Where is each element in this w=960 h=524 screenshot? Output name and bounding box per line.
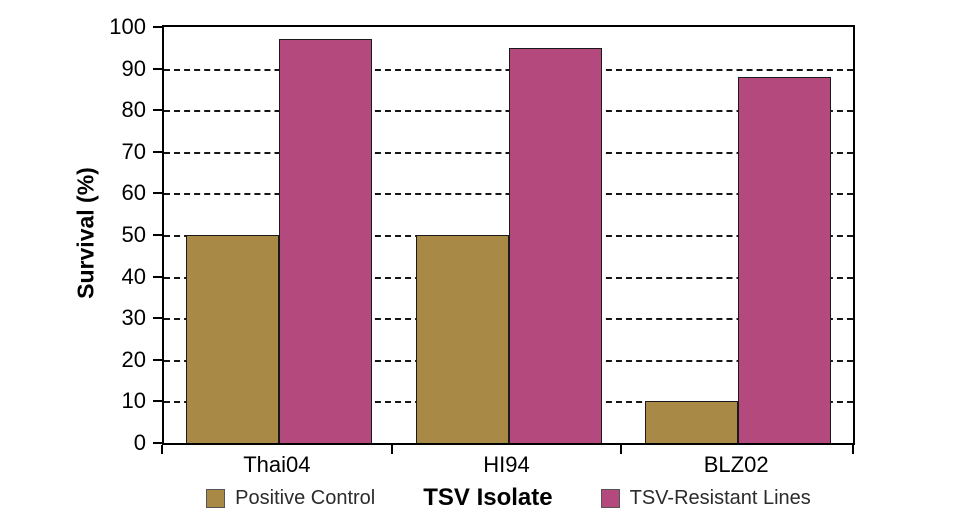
x-tick-mark-3	[852, 445, 854, 454]
y-tick-mark-90	[153, 67, 162, 70]
bar-Thai04-tsv-resistant	[278, 39, 372, 443]
y-tick-mark-80	[153, 109, 162, 112]
legend-label-tsv-resistant: TSV-Resistant Lines	[629, 486, 811, 509]
plot-area	[162, 25, 855, 445]
legend-item-positive-control: Positive Control	[206, 487, 375, 510]
x-category-label-Thai04: Thai04	[243, 452, 311, 477]
y-tick-label-30: 30	[121, 305, 146, 331]
x-category-label-BLZ02: BLZ02	[703, 452, 769, 477]
bar-Thai04-positive-control	[185, 235, 279, 443]
bar-HI94-positive-control	[415, 235, 509, 443]
y-tick-mark-60	[153, 192, 162, 195]
y-tick-label-50: 50	[121, 222, 146, 247]
y-tick-label-20: 20	[121, 346, 146, 372]
y-tick-mark-40	[153, 275, 162, 278]
y-tick-label-0: 0	[133, 430, 146, 455]
x-tick-mark-2	[620, 445, 623, 454]
y-tick-mark-0	[153, 442, 162, 444]
y-tick-mark-100	[153, 26, 162, 28]
y-tick-mark-70	[153, 150, 162, 153]
y-tick-mark-30	[153, 317, 162, 320]
y-tick-label-100: 100	[109, 14, 146, 39]
legend-swatch-tsv-resistant-icon	[600, 488, 620, 508]
y-tick-mark-50	[153, 234, 162, 236]
bar-BLZ02-positive-control	[645, 401, 739, 443]
bar-BLZ02-tsv-resistant	[738, 76, 832, 443]
y-tick-label-60: 60	[121, 180, 146, 206]
y-tick-label-10: 10	[121, 388, 146, 414]
y-tick-mark-20	[153, 358, 162, 361]
y-tick-label-70: 70	[121, 138, 146, 164]
legend-swatch-positive-control-icon	[206, 488, 226, 508]
x-category-label-HI94: HI94	[483, 452, 530, 477]
x-tick-mark-1	[390, 445, 393, 454]
legend-item-tsv-resistant: TSV-Resistant Lines	[600, 486, 811, 510]
y-tick-label-90: 90	[121, 55, 146, 81]
legend: Positive Control TSV Isolate TSV-Resista…	[162, 484, 855, 512]
y-tick-label-40: 40	[121, 263, 146, 289]
x-tick-mark-0	[161, 445, 163, 454]
y-tick-mark-10	[153, 400, 162, 403]
x-axis-title: TSV Isolate	[423, 484, 553, 511]
bar-HI94-tsv-resistant	[508, 47, 602, 443]
legend-label-positive-control: Positive Control	[235, 486, 376, 509]
y-tick-label-80: 80	[121, 97, 146, 123]
